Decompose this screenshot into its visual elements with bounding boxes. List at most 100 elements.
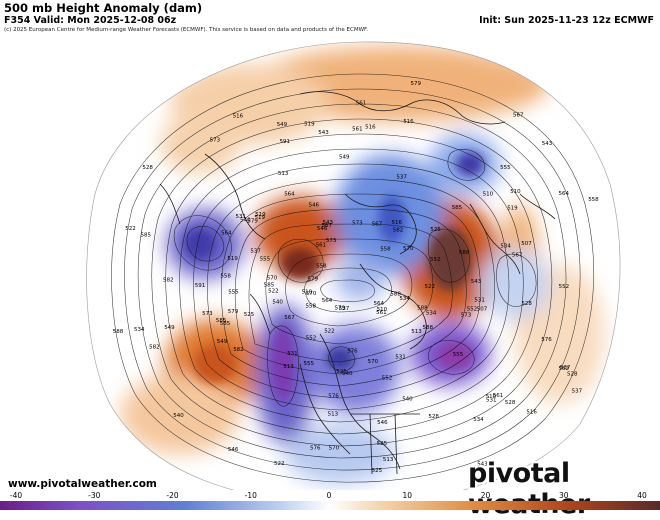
contour-label: 555 <box>304 361 315 367</box>
contour-label: 561 <box>352 127 363 133</box>
contour-label: 525 <box>244 312 255 318</box>
contour-label: 555 <box>453 352 464 358</box>
contour-label: 519 <box>255 212 266 218</box>
contour-label: 528 <box>505 400 516 406</box>
map-canvas[interactable]: 591 588 585 582 579 576 573 570 567 564 561 558 555 5… <box>0 34 660 490</box>
contour-label: 513 <box>411 329 422 335</box>
colorbar-gradient <box>0 501 660 510</box>
contour-label: 549 <box>339 155 350 161</box>
contour-label: 528 <box>428 414 439 420</box>
contour-label: 516 <box>526 410 537 416</box>
anomaly-map[interactable]: 591 588 585 582 579 576 573 570 567 564 561 558 555 5… <box>0 34 660 490</box>
contour-label: 564 <box>221 231 232 237</box>
contour-label: 507 <box>477 306 488 312</box>
contour-label: 552 <box>430 257 441 263</box>
contour-label: 585 <box>220 321 231 327</box>
contour-label: 519 <box>227 256 238 262</box>
init-time: Init: Sun 2025-11-23 12z ECMWF <box>479 15 654 26</box>
contour-label: 531 <box>474 297 485 303</box>
contour-label: 561 <box>376 310 387 316</box>
contour-label: 549 <box>164 325 175 331</box>
trough-canada <box>310 324 400 414</box>
colorbar-tick: -40 <box>9 491 23 500</box>
contour-label: 570 <box>403 246 414 252</box>
contour-label: 588 <box>423 325 434 331</box>
contour-label: 570 <box>306 291 317 297</box>
contour-label: 579 <box>228 309 239 315</box>
contour-label: 567 <box>322 223 333 229</box>
contour-label: 582 <box>163 277 174 283</box>
contour-label: 582 <box>559 366 570 372</box>
contour-label: 543 <box>323 220 334 226</box>
contour-label: 585 <box>141 233 152 239</box>
contour-label: 534 <box>399 296 410 302</box>
contour-label: 540 <box>402 396 413 402</box>
contour-label: 561 <box>356 100 367 106</box>
contour-label: 543 <box>471 279 482 285</box>
contour-label: 540 <box>272 300 283 306</box>
contour-label: 588 <box>390 292 401 298</box>
contour-label: 528 <box>521 301 532 307</box>
contour-label: 555 <box>500 165 511 171</box>
contour-label: 564 <box>559 191 570 197</box>
contour-label: 513 <box>283 364 294 370</box>
trough-us <box>285 424 395 484</box>
contour-label: 537 <box>339 306 350 312</box>
contour-label: 591 <box>195 283 206 289</box>
contour-label: 522 <box>425 284 436 290</box>
contour-label: 567 <box>513 113 524 119</box>
colorbar-tick: 0 <box>326 491 332 500</box>
contour-label: 510 <box>377 307 388 313</box>
contour-label: 576 <box>347 349 358 355</box>
coastlines <box>159 91 556 475</box>
contour-label: 546 <box>309 203 320 209</box>
contour-label: 579 <box>308 277 319 283</box>
contour-label: 573 <box>210 137 221 143</box>
contour-label: 567 <box>512 252 523 258</box>
contour-label: 510 <box>483 192 494 198</box>
contour-label: 525 <box>430 227 441 233</box>
site-url[interactable]: www.pivotalweather.com <box>8 478 157 490</box>
contour-label: 570 <box>368 359 379 365</box>
contour-label: 579 <box>335 306 346 312</box>
contour-label: 537 <box>572 389 583 395</box>
colorbar-tick: -10 <box>244 491 257 500</box>
contour-label: 516 <box>403 119 414 125</box>
contour-label: 531 <box>395 354 406 360</box>
contour-label: 540 <box>240 218 251 224</box>
contour-label: 561 <box>493 393 504 399</box>
colorbar-tick: -30 <box>88 491 101 500</box>
trough-europe <box>480 249 550 319</box>
contour-label: 558 <box>306 304 317 310</box>
contour-labels: 591 588 585 582 579 576 573 570 567 564 561 558 555 5… <box>113 81 599 474</box>
contour-label: 534 <box>473 417 484 423</box>
contour-label: 576 <box>328 393 339 399</box>
anomaly-shading <box>86 41 620 490</box>
ridge-subtropical-pacific <box>120 374 240 454</box>
contour-label: 531 <box>287 351 298 357</box>
contour-label: 576 <box>310 446 321 452</box>
contour-label: 519 <box>255 215 266 221</box>
contour-label: 519 <box>304 122 315 128</box>
contour-label: 516 <box>233 114 244 120</box>
contour-label: 552 <box>382 375 393 381</box>
contour-label: 585 <box>264 282 275 288</box>
contour-label: 564 <box>284 191 295 197</box>
contour-label: 516 <box>392 220 403 226</box>
contour-label: 555 <box>260 256 271 262</box>
contour-label: 585 <box>216 318 227 324</box>
contour-label: 552 <box>467 306 478 312</box>
contour-label: 510 <box>302 289 313 295</box>
contour-label: 510 <box>486 394 497 400</box>
contour-label: 573 <box>461 313 472 319</box>
contour-label: 525 <box>336 369 347 375</box>
contour-label: 567 <box>372 222 383 228</box>
contour-label: 540 <box>173 413 184 419</box>
contour-label: 510 <box>510 189 521 195</box>
valid-time: F354 Valid: Mon 2025-12-08 06z <box>4 15 177 26</box>
contour-label: 558 <box>380 247 391 253</box>
contour-label: 549 <box>217 339 228 345</box>
contour-label: 522 <box>274 461 285 467</box>
contour-label: 588 <box>459 250 470 256</box>
contour-label: 570 <box>329 445 340 451</box>
